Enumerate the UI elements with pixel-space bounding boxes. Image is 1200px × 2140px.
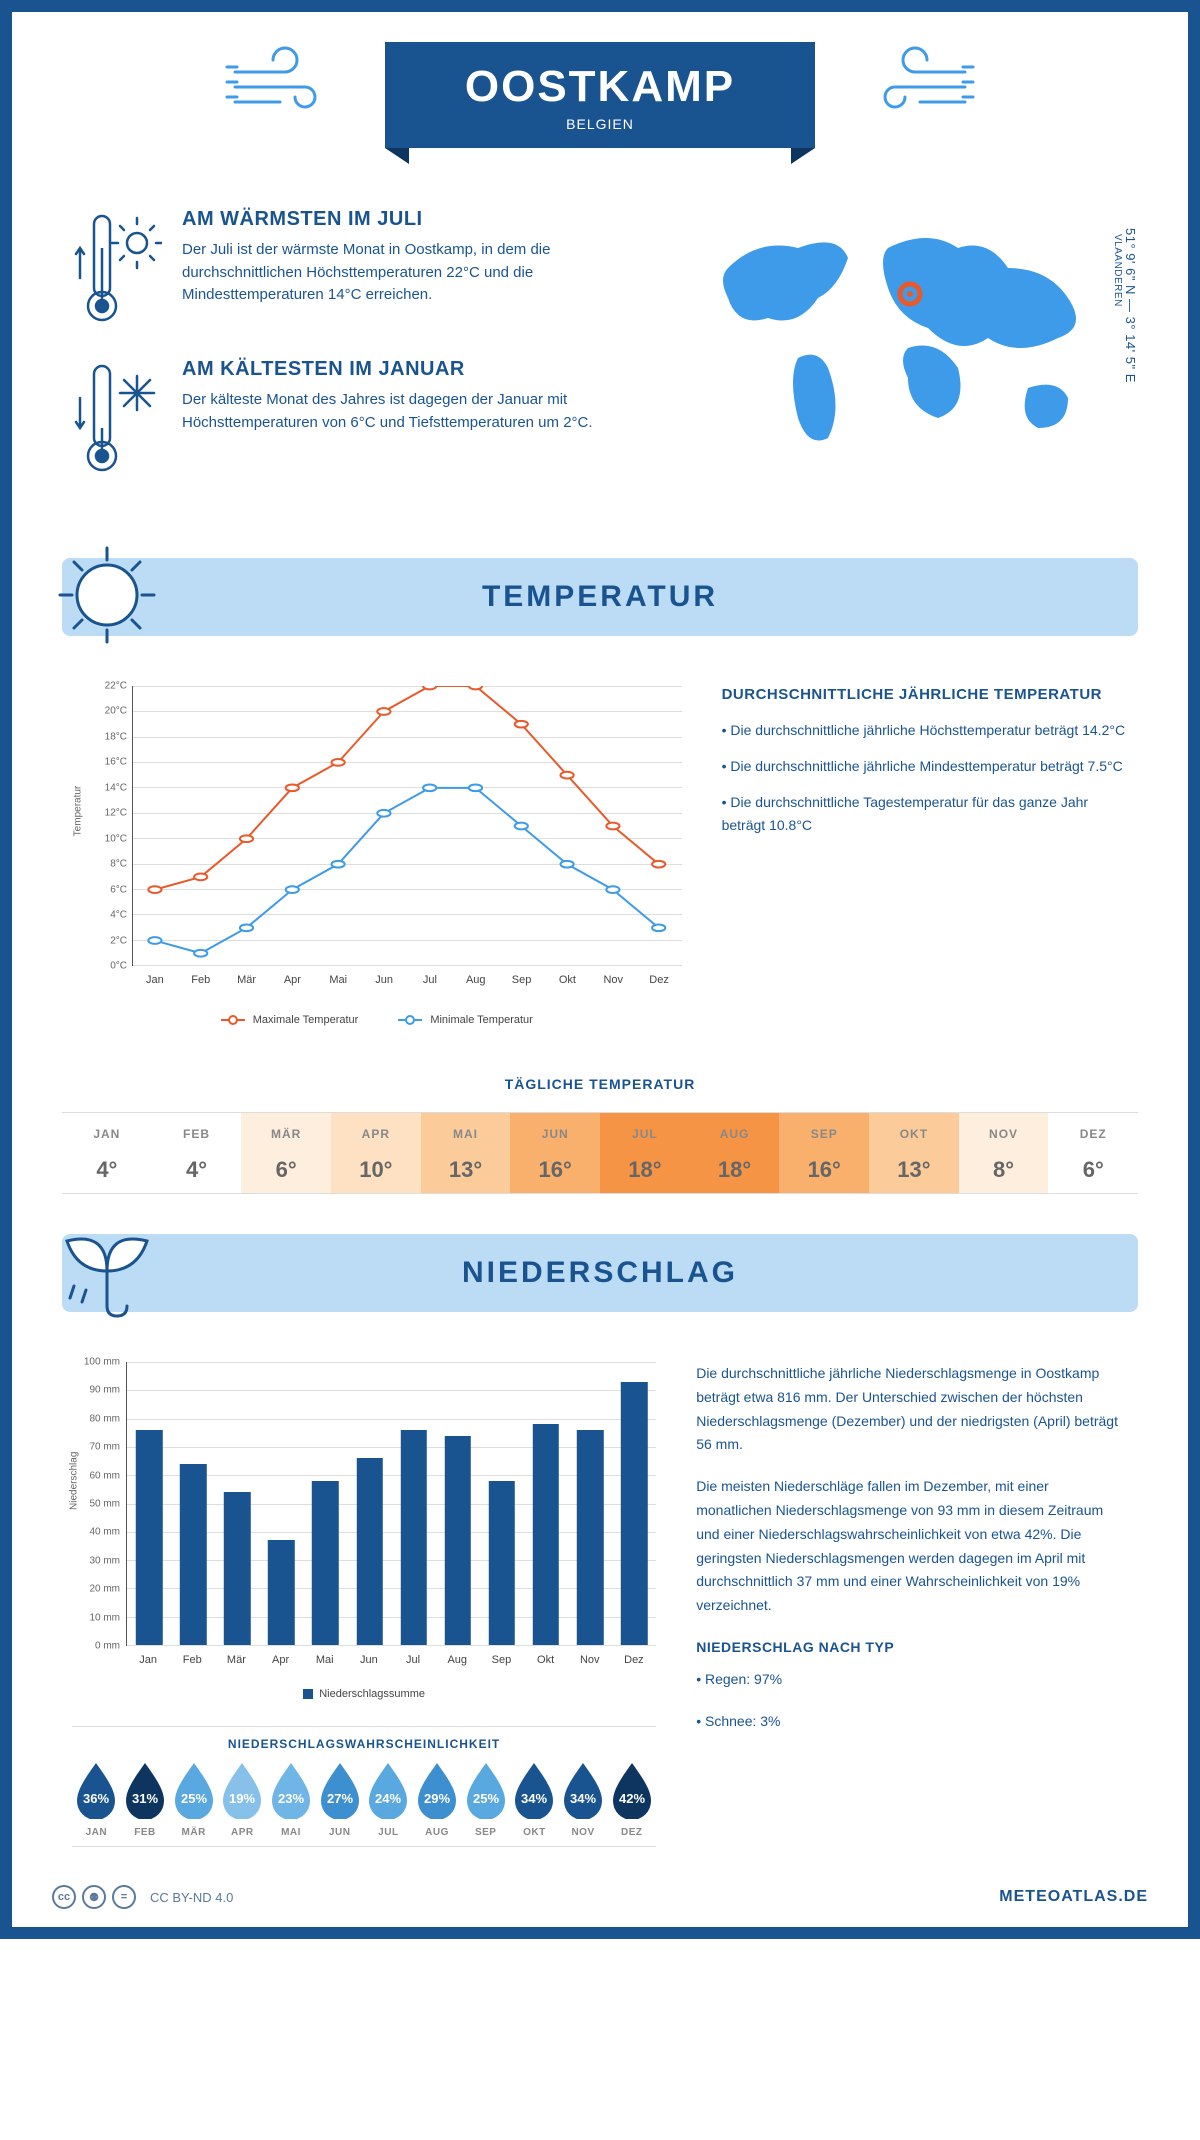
precipitation-bar: [489, 1481, 515, 1645]
header: OOSTKAMP BELGIEN: [12, 12, 1188, 168]
temperature-section-header: TEMPERATUR: [62, 558, 1138, 636]
daily-temp-cell: SEP16°: [779, 1113, 869, 1193]
daily-temp-cell: APR10°: [331, 1113, 421, 1193]
precipitation-probability: NIEDERSCHLAGSWAHRSCHEINLICHKEIT 36%JAN31…: [72, 1726, 656, 1847]
temperature-description: DURCHSCHNITTLICHE JÄHRLICHE TEMPERATUR •…: [722, 686, 1128, 1026]
precipitation-bar: [356, 1458, 382, 1645]
precipitation-bar: [224, 1492, 250, 1645]
svg-text:27%: 27%: [327, 1791, 353, 1806]
world-map: 51° 9' 6" N — 3° 14' 5" E VLAANDEREN: [688, 208, 1128, 508]
daily-temp-cell: JAN4°: [62, 1113, 152, 1193]
precipitation-bar: [577, 1430, 603, 1645]
daily-temp-cell: MAI13°: [421, 1113, 511, 1193]
precipitation-bar: [400, 1430, 426, 1645]
daily-temp-cell: JUN16°: [510, 1113, 600, 1193]
precipitation-bar: [136, 1430, 162, 1645]
page-title: OOSTKAMP: [465, 62, 735, 112]
daily-temp-cell: JUL18°: [600, 1113, 690, 1193]
svg-text:31%: 31%: [132, 1791, 158, 1806]
probability-drop: 23%MAI: [267, 1761, 315, 1838]
probability-drop: 25%MÄR: [170, 1761, 218, 1838]
footer: cc ⚉ = CC BY-ND 4.0 METEOATLAS.DE: [12, 1867, 1188, 1927]
daily-temp-cell: NOV8°: [959, 1113, 1049, 1193]
warmest-title: AM WÄRMSTEN IM JULI: [182, 208, 648, 231]
probability-drop: 19%APR: [218, 1761, 266, 1838]
precipitation-bar: [621, 1382, 647, 1645]
daily-temp-cell: OKT13°: [869, 1113, 959, 1193]
brand-label: METEOATLAS.DE: [999, 1888, 1148, 1906]
svg-text:25%: 25%: [181, 1791, 207, 1806]
probability-drop: 24%JUL: [364, 1761, 412, 1838]
svg-text:42%: 42%: [619, 1791, 645, 1806]
probability-drop: 29%AUG: [413, 1761, 461, 1838]
svg-text:36%: 36%: [83, 1791, 109, 1806]
cc-icon: cc: [52, 1885, 76, 1909]
by-icon: ⚉: [82, 1885, 106, 1909]
thermometer-hot-icon: [72, 208, 162, 328]
probability-drop: 34%OKT: [510, 1761, 558, 1838]
daily-temp-cell: FEB4°: [152, 1113, 242, 1193]
precipitation-bar: [533, 1424, 559, 1645]
daily-temp-table: JAN4°FEB4°MÄR6°APR10°MAI13°JUN16°JUL18°A…: [62, 1112, 1138, 1194]
daily-temp-cell: MÄR6°: [241, 1113, 331, 1193]
daily-temp-title: TÄGLICHE TEMPERATUR: [12, 1076, 1188, 1092]
probability-drop: 31%FEB: [121, 1761, 169, 1838]
wind-icon-right: [855, 42, 975, 122]
precipitation-bar: [312, 1481, 338, 1645]
svg-text:29%: 29%: [424, 1791, 450, 1806]
precipitation-description: Die durchschnittliche jährliche Niedersc…: [696, 1362, 1128, 1847]
svg-text:34%: 34%: [521, 1791, 547, 1806]
precipitation-bar: [445, 1436, 471, 1645]
license-icons: cc ⚉ = CC BY-ND 4.0: [52, 1885, 233, 1909]
probability-drop: 42%DEZ: [608, 1761, 656, 1838]
precipitation-bar: [180, 1464, 206, 1645]
coldest-block: AM KÄLTESTEN IM JANUAR Der kälteste Mona…: [72, 358, 648, 478]
thermometer-cold-icon: [72, 358, 162, 478]
title-ribbon: OOSTKAMP BELGIEN: [385, 42, 815, 148]
coldest-title: AM KÄLTESTEN IM JANUAR: [182, 358, 648, 381]
coordinates: 51° 9' 6" N — 3° 14' 5" E VLAANDEREN: [1112, 228, 1138, 383]
probability-drop: 27%JUN: [316, 1761, 364, 1838]
warmest-block: AM WÄRMSTEN IM JULI Der Juli ist der wär…: [72, 208, 648, 328]
svg-text:24%: 24%: [375, 1791, 401, 1806]
svg-text:34%: 34%: [570, 1791, 596, 1806]
temperature-title: TEMPERATUR: [102, 580, 1098, 614]
precipitation-bar: [268, 1540, 294, 1645]
precipitation-title: NIEDERSCHLAG: [102, 1256, 1098, 1290]
intro-section: AM WÄRMSTEN IM JULI Der Juli ist der wär…: [12, 168, 1188, 538]
temperature-line-chart: Temperatur 0°C2°C4°C6°C8°C10°C12°C14°C16…: [72, 686, 682, 1026]
nd-icon: =: [112, 1885, 136, 1909]
svg-text:23%: 23%: [278, 1791, 304, 1806]
daily-temp-cell: AUG18°: [690, 1113, 780, 1193]
wind-icon-left: [225, 42, 345, 122]
precipitation-legend: Niederschlagssumme: [72, 1688, 656, 1700]
daily-temp-cell: DEZ6°: [1048, 1113, 1138, 1193]
probability-drop: 36%JAN: [72, 1761, 120, 1838]
warmest-text: Der Juli ist der wärmste Monat in Oostka…: [182, 239, 648, 307]
precipitation-section-header: NIEDERSCHLAG: [62, 1234, 1138, 1312]
precipitation-bar-chart: Niederschlag 0 mm10 mm20 mm30 mm40 mm50 …: [72, 1362, 656, 1682]
probability-drop: 25%SEP: [462, 1761, 510, 1838]
svg-text:25%: 25%: [473, 1791, 499, 1806]
sun-icon: [52, 540, 162, 650]
coldest-text: Der kälteste Monat des Jahres ist dagege…: [182, 389, 648, 434]
probability-drop: 34%NOV: [559, 1761, 607, 1838]
temperature-legend: Maximale Temperatur Minimale Temperatur: [72, 1014, 682, 1026]
umbrella-icon: [52, 1216, 162, 1326]
svg-text:19%: 19%: [229, 1791, 255, 1806]
page-subtitle: BELGIEN: [465, 116, 735, 132]
